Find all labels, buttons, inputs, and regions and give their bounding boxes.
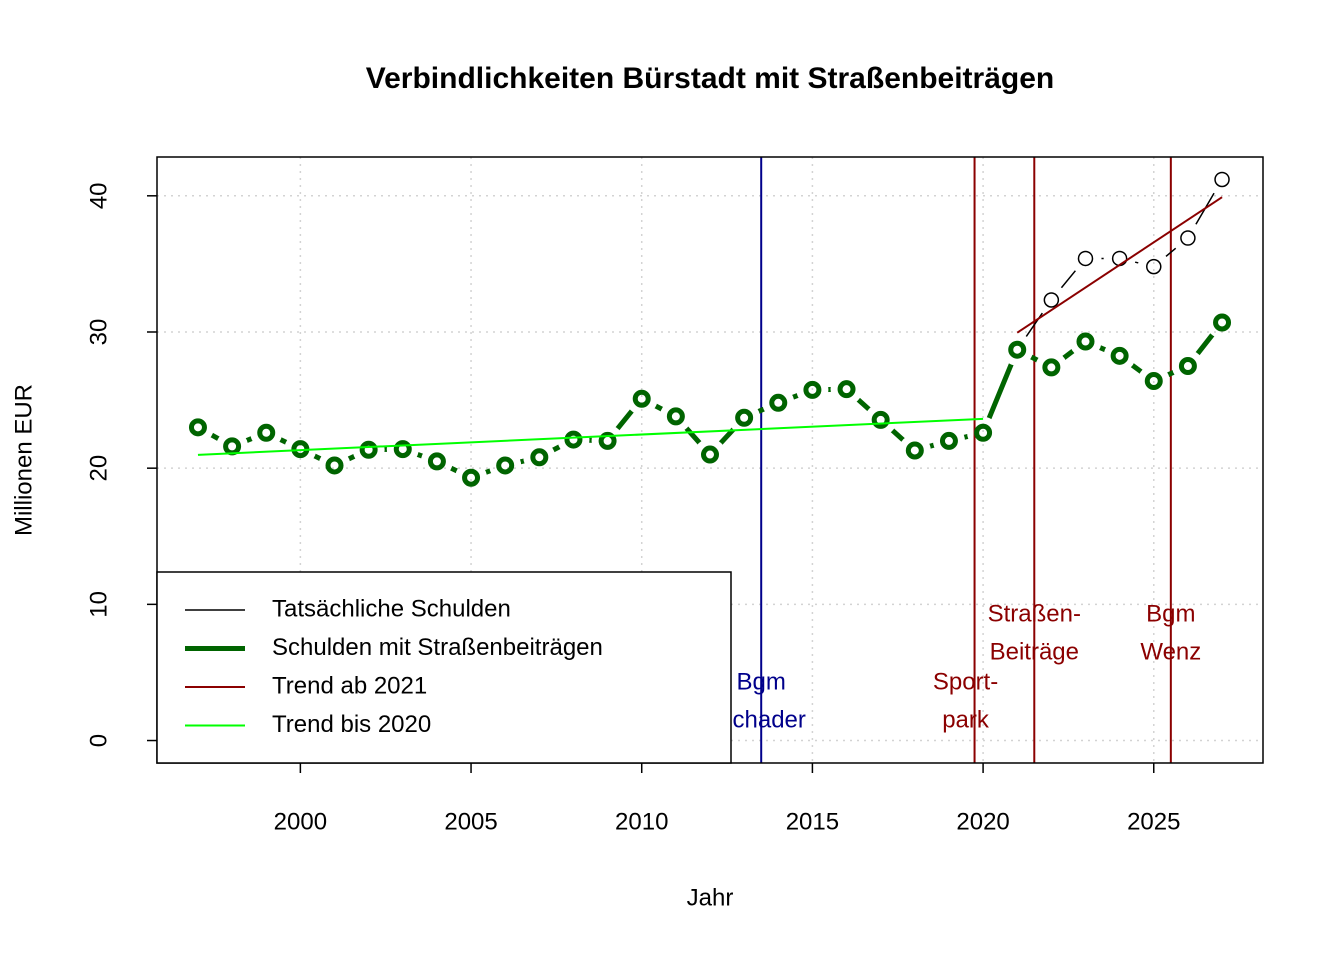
annotation: Bgm bbox=[737, 668, 786, 695]
x-tick-label: 2015 bbox=[786, 808, 839, 835]
legend-box bbox=[156, 571, 732, 764]
data-point bbox=[871, 410, 890, 429]
data-point bbox=[325, 456, 344, 475]
chart-title: Verbindlichkeiten Bürstadt mit Straßenbe… bbox=[366, 62, 1054, 95]
y-tick-label: 10 bbox=[85, 591, 112, 618]
data-point bbox=[701, 445, 719, 464]
data-point bbox=[1213, 313, 1232, 332]
annotation: Straßen- bbox=[988, 600, 1081, 627]
data-point bbox=[1180, 230, 1196, 246]
annotation: Beiträge bbox=[990, 638, 1079, 665]
y-tick-label: 0 bbox=[85, 734, 112, 747]
series-line bbox=[1016, 179, 1223, 351]
data-point bbox=[1008, 340, 1027, 359]
y-tick-label: 40 bbox=[85, 182, 112, 209]
x-tick-label: 2025 bbox=[1127, 808, 1180, 835]
data-point bbox=[905, 441, 924, 460]
data-point bbox=[530, 448, 549, 467]
data-point bbox=[564, 430, 583, 449]
data-point bbox=[1110, 346, 1129, 365]
data-point bbox=[393, 440, 412, 459]
y-axis-label: Millionen EUR bbox=[10, 384, 37, 536]
data-point bbox=[598, 431, 617, 450]
data-point bbox=[1042, 358, 1061, 377]
x-tick-label: 2020 bbox=[956, 808, 1009, 835]
x-tick-label: 2000 bbox=[274, 808, 327, 835]
legend-label: Tatsächliche Schulden bbox=[272, 595, 511, 622]
data-point bbox=[496, 456, 515, 475]
series-line bbox=[196, 320, 1225, 481]
data-point bbox=[1214, 171, 1230, 188]
data-point bbox=[974, 423, 993, 442]
annotation: park bbox=[942, 706, 990, 733]
data-point bbox=[939, 431, 958, 450]
data-point bbox=[735, 408, 754, 427]
data-point bbox=[666, 407, 685, 426]
series-line bbox=[1016, 196, 1223, 334]
data-point bbox=[1043, 292, 1060, 308]
data-point bbox=[1077, 250, 1094, 267]
x-tick-label: 2005 bbox=[444, 808, 497, 835]
data-point bbox=[803, 380, 822, 399]
data-point bbox=[257, 423, 276, 442]
annotation: Sport- bbox=[933, 668, 998, 695]
series-line bbox=[197, 417, 984, 456]
y-tick-label: 20 bbox=[85, 455, 112, 482]
legend-label: Schulden mit Straßenbeiträgen bbox=[272, 634, 603, 661]
data-point bbox=[1144, 372, 1163, 391]
data-point bbox=[462, 468, 481, 487]
annotation: Bgm bbox=[1146, 600, 1195, 627]
legend-label: Trend ab 2021 bbox=[272, 672, 427, 699]
legend-label: Trend bis 2020 bbox=[272, 711, 431, 738]
annotation: Wenz bbox=[1140, 638, 1201, 665]
data-point bbox=[427, 452, 446, 471]
x-axis-label: Jahr bbox=[687, 884, 734, 911]
data-point bbox=[188, 418, 207, 437]
data-point bbox=[1146, 258, 1162, 275]
data-point bbox=[837, 380, 856, 399]
data-point bbox=[1178, 357, 1197, 376]
y-tick-label: 30 bbox=[85, 319, 112, 346]
data-point bbox=[1076, 332, 1095, 351]
x-tick-label: 2010 bbox=[615, 808, 668, 835]
data-point bbox=[359, 440, 378, 459]
data-point bbox=[632, 389, 651, 408]
data-point bbox=[769, 393, 788, 412]
